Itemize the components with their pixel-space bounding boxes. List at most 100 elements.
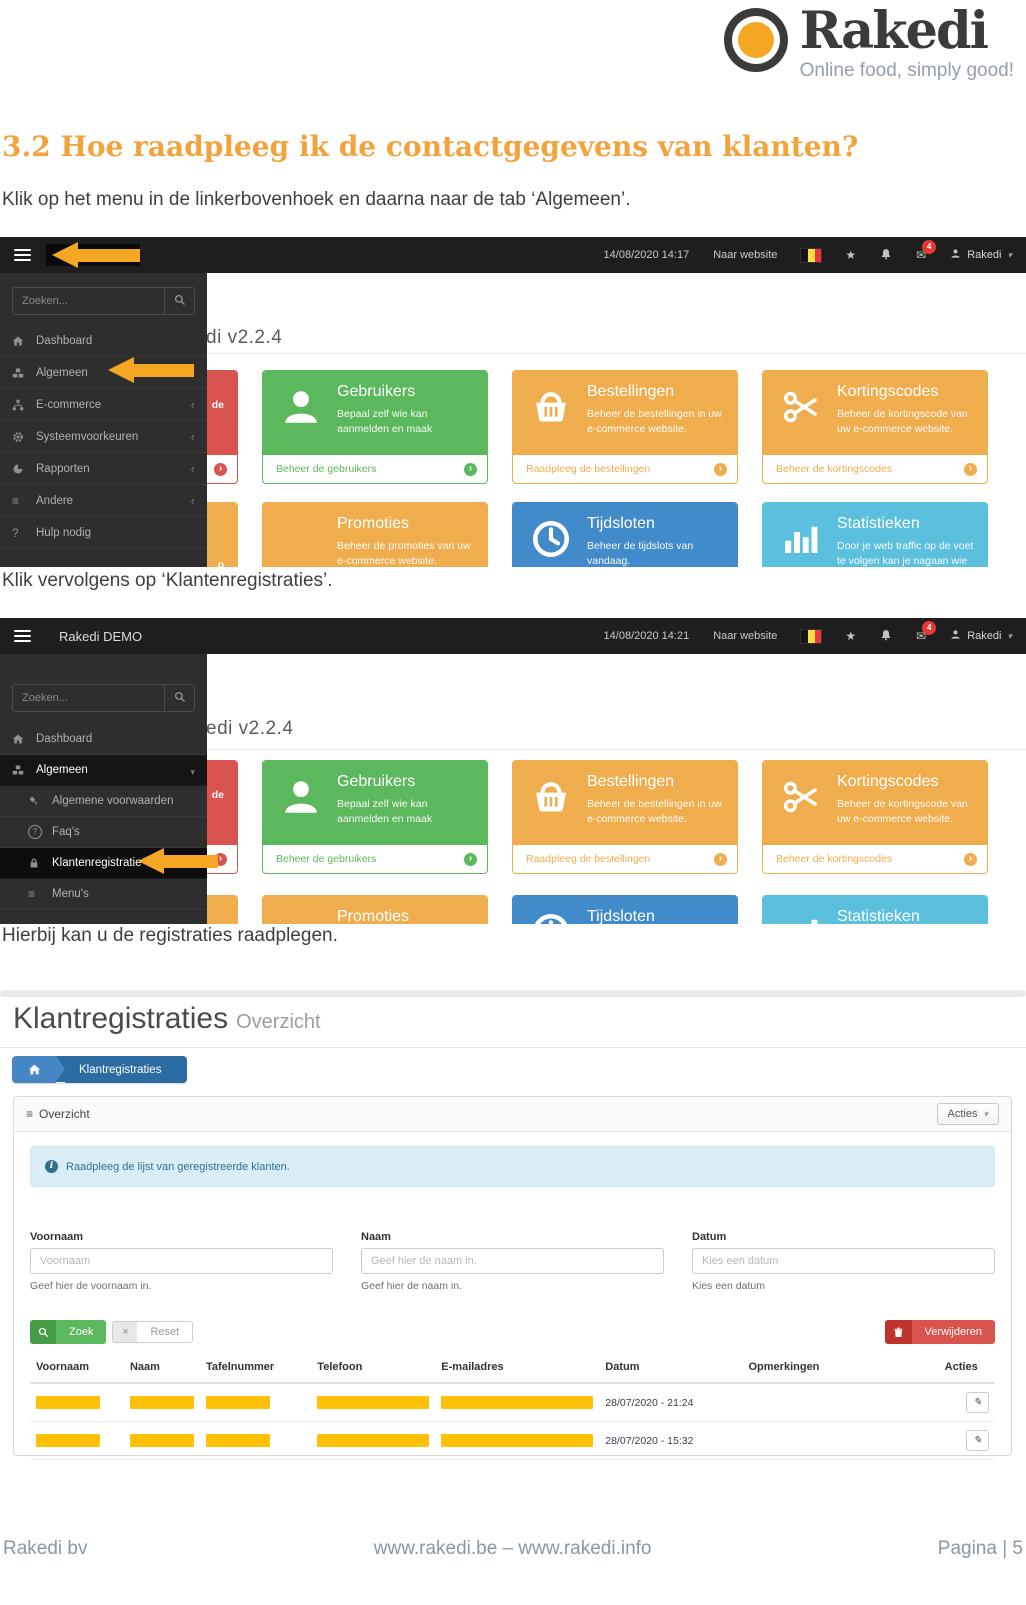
mail-icon[interactable]: 4 <box>916 621 937 643</box>
filter-form: Voornaam Geef hier de voornaam in. Naam … <box>30 1231 995 1292</box>
lock-icon <box>28 857 47 869</box>
naar-website-link[interactable]: Naar website <box>713 249 778 261</box>
pencil-icon <box>973 1435 981 1446</box>
percent-icon <box>275 515 327 567</box>
tile-statistieken[interactable]: Statistieken Door je web traffic op de v… <box>762 895 988 924</box>
home-icon[interactable] <box>12 1056 56 1083</box>
footer-company: Rakedi bv <box>3 1538 88 1559</box>
step-3-text: Hierbij kan u de registraties raadplegen… <box>2 925 338 946</box>
filter-naam: Naam Geef hier de naam in. <box>361 1231 664 1292</box>
info-alert: i Raadpleeg de lijst van geregistreerde … <box>30 1146 995 1187</box>
sidebar-item-dashboard[interactable]: Dashboard <box>0 724 207 755</box>
filter-datum: Datum Kies een datum <box>692 1231 995 1292</box>
search-icon <box>174 294 186 309</box>
chevron-left-icon <box>191 493 195 508</box>
tile-footer-link[interactable]: Raadpleeg de bestellingen <box>513 455 737 483</box>
overzicht-panel: Overzicht Acties i Raadpleeg de lijst va… <box>13 1096 1012 1460</box>
verwijderen-button[interactable]: Verwijderen <box>884 1320 995 1344</box>
tile-gebruikers[interactable]: Gebruikers Bepaal zelf wie kan aanmelden… <box>262 760 488 874</box>
tile-gebruikers[interactable]: Gebruikers Bepaal zelf wie kan aanmelden… <box>262 370 488 484</box>
search-icon <box>174 691 186 706</box>
acties-button[interactable]: Acties <box>936 1103 999 1125</box>
tile-footer-link[interactable]: Beheer de gebruikers <box>263 845 487 873</box>
tile-desc-fragment: de <box>211 399 224 411</box>
sidebar-item-rapporten[interactable]: Rapporten <box>0 453 207 485</box>
registraties-table: Voornaam Naam Tafelnummer Telefoon E-mai… <box>30 1352 995 1460</box>
sidebar-item-hulp-nodig[interactable]: Hulp nodig <box>0 517 207 549</box>
redacted-value <box>36 1434 100 1447</box>
footer-page-number: Pagina | 5 <box>937 1538 1023 1559</box>
annotation-arrow-algemeen <box>108 357 194 383</box>
tile-kortingscodes[interactable]: Kortingscodes Beheer de kortingscode van… <box>762 760 988 874</box>
user-menu[interactable]: Rakedi <box>950 629 1012 643</box>
star-icon[interactable] <box>845 629 856 643</box>
user-icon <box>275 383 327 447</box>
tile-bestellingen[interactable]: Bestellingen Beheer de bestellingen in u… <box>512 370 738 484</box>
chevron-left-icon <box>191 461 195 476</box>
hamburger-icon[interactable] <box>14 249 31 261</box>
redacted-value <box>205 1396 270 1409</box>
tile-footer-link[interactable]: Beheer de kortingscodes <box>763 845 987 873</box>
zoek-button[interactable]: Zoek <box>30 1320 107 1344</box>
hamburger-icon[interactable] <box>14 630 31 642</box>
scissors-icon <box>775 383 827 447</box>
divider <box>0 1047 1026 1048</box>
question-icon <box>12 526 31 540</box>
edit-button[interactable] <box>966 1430 989 1451</box>
flag-icon[interactable] <box>801 629 822 643</box>
caret-down-icon <box>1007 630 1012 642</box>
tile-desc-fragment: p <box>217 559 224 567</box>
tile-statistieken[interactable]: Statistieken Door je web traffic op de v… <box>762 502 988 567</box>
sidebar-subitem-algemene-voorwaarden[interactable]: Algemene voorwaarden <box>0 786 207 817</box>
star-icon[interactable] <box>845 248 856 262</box>
edit-button[interactable] <box>966 1392 989 1413</box>
bell-icon[interactable] <box>880 248 892 263</box>
sidebar-item-dashboard[interactable]: Dashboard <box>0 325 207 357</box>
naam-input[interactable] <box>361 1248 664 1274</box>
sidebar-search <box>12 684 195 712</box>
sidebar-item-ecommerce[interactable]: E-commerce <box>0 389 207 421</box>
sidebar-item-algemeen-expanded[interactable]: Algemeen <box>0 755 207 786</box>
bell-icon[interactable] <box>880 629 892 644</box>
search-button[interactable] <box>164 684 195 712</box>
sidebar-item-andere[interactable]: Andere <box>0 485 207 517</box>
mail-badge: 4 <box>922 621 937 635</box>
home-icon <box>12 335 31 347</box>
search-button[interactable] <box>164 287 195 315</box>
search-input[interactable] <box>12 287 164 315</box>
sidebar-subitem-menus[interactable]: Menu's <box>0 879 207 910</box>
flag-icon[interactable] <box>801 248 822 262</box>
close-icon <box>113 1322 138 1342</box>
step-1-text: Klik op het menu in de linkerbovenhoek e… <box>2 189 631 210</box>
tile-kortingscodes[interactable]: Kortingscodes Beheer de kortingscode van… <box>762 370 988 484</box>
tile-tijdsloten[interactable]: Tijdsloten Beheer de tijdslots van vanda… <box>512 895 738 924</box>
tile-footer-link[interactable]: Raadpleeg de bestellingen <box>513 845 737 873</box>
datum-input[interactable] <box>692 1248 995 1274</box>
tile-tijdsloten[interactable]: Tijdsloten Beheer de tijdslots van vanda… <box>512 502 738 567</box>
tile-footer-link[interactable]: Beheer de gebruikers <box>263 455 487 483</box>
annotation-arrow-klantenregistratie <box>138 848 218 874</box>
gear-icon <box>12 431 31 443</box>
chevron-left-icon <box>191 397 195 412</box>
sidebar-subitem-faqs[interactable]: ? Faq's <box>0 817 207 848</box>
app-version-text: edi v2.2.4 <box>206 718 294 739</box>
tile-promoties[interactable]: Promoties Beheer de promoties van uw e-c… <box>262 895 488 924</box>
naar-website-link[interactable]: Naar website <box>713 630 778 642</box>
basket-icon <box>525 383 577 447</box>
breadcrumb[interactable]: Klantregistraties <box>12 1056 188 1083</box>
breadcrumb-label: Klantregistraties <box>65 1056 188 1083</box>
circle-arrow-icon <box>464 852 477 866</box>
clock-icon <box>525 908 577 924</box>
search-input[interactable] <box>12 684 164 712</box>
site-name: Rakedi DEMO <box>59 628 143 644</box>
mail-icon[interactable]: 4 <box>916 240 937 262</box>
tile-bestellingen[interactable]: Bestellingen Beheer de bestellingen in u… <box>512 760 738 874</box>
reset-button[interactable]: Reset <box>112 1321 194 1343</box>
voornaam-input[interactable] <box>30 1248 333 1274</box>
tile-footer-link[interactable]: Beheer de kortingscodes <box>763 455 987 483</box>
sidebar-item-algemeen[interactable]: Algemeen <box>0 357 207 389</box>
user-menu[interactable]: Rakedi <box>950 248 1012 262</box>
percent-icon <box>275 908 327 924</box>
tile-promoties[interactable]: Promoties Beheer de promoties van uw e-c… <box>262 502 488 567</box>
sidebar-item-systeemvoorkeuren[interactable]: Systeemvoorkeuren <box>0 421 207 453</box>
